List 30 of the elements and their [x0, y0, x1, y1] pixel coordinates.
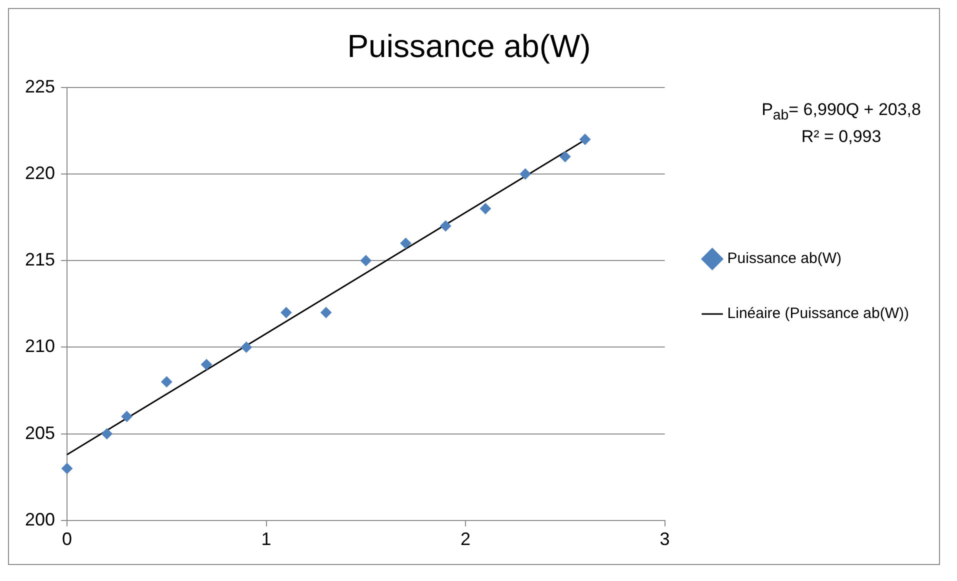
point [400, 238, 412, 249]
point [520, 168, 531, 180]
y-tick-label: 200 [24, 509, 56, 530]
y-tick-label: 225 [24, 76, 56, 96]
x-tick-label: 3 [660, 529, 670, 550]
point [580, 134, 591, 145]
point [320, 307, 332, 318]
y-tick-label: 210 [24, 336, 56, 356]
point [161, 376, 172, 388]
point [560, 151, 571, 162]
y-tick-label: 205 [24, 422, 56, 443]
x-tick-label: 2 [460, 529, 471, 550]
point [62, 462, 73, 474]
legend-label: Puissance ab(W) [727, 250, 842, 268]
point [101, 428, 112, 440]
point [280, 307, 292, 318]
point [121, 410, 132, 422]
text: R² = 0,993 [800, 126, 882, 148]
point [480, 203, 491, 214]
y-tick-label: 220 [24, 162, 56, 183]
point [440, 220, 452, 232]
text: P$_{ab}$= 6,990Q + 203,8 [762, 99, 921, 126]
point [360, 255, 372, 266]
point [201, 359, 212, 370]
point [240, 342, 252, 353]
x-tick-label: 0 [62, 529, 72, 550]
x-tick-label: 1 [261, 529, 272, 550]
chart-title: Puissance ab(W) [347, 28, 591, 64]
legend-label: Linéaire (Puissance ab(W)) [727, 305, 910, 322]
y-tick-label: 215 [24, 250, 56, 270]
